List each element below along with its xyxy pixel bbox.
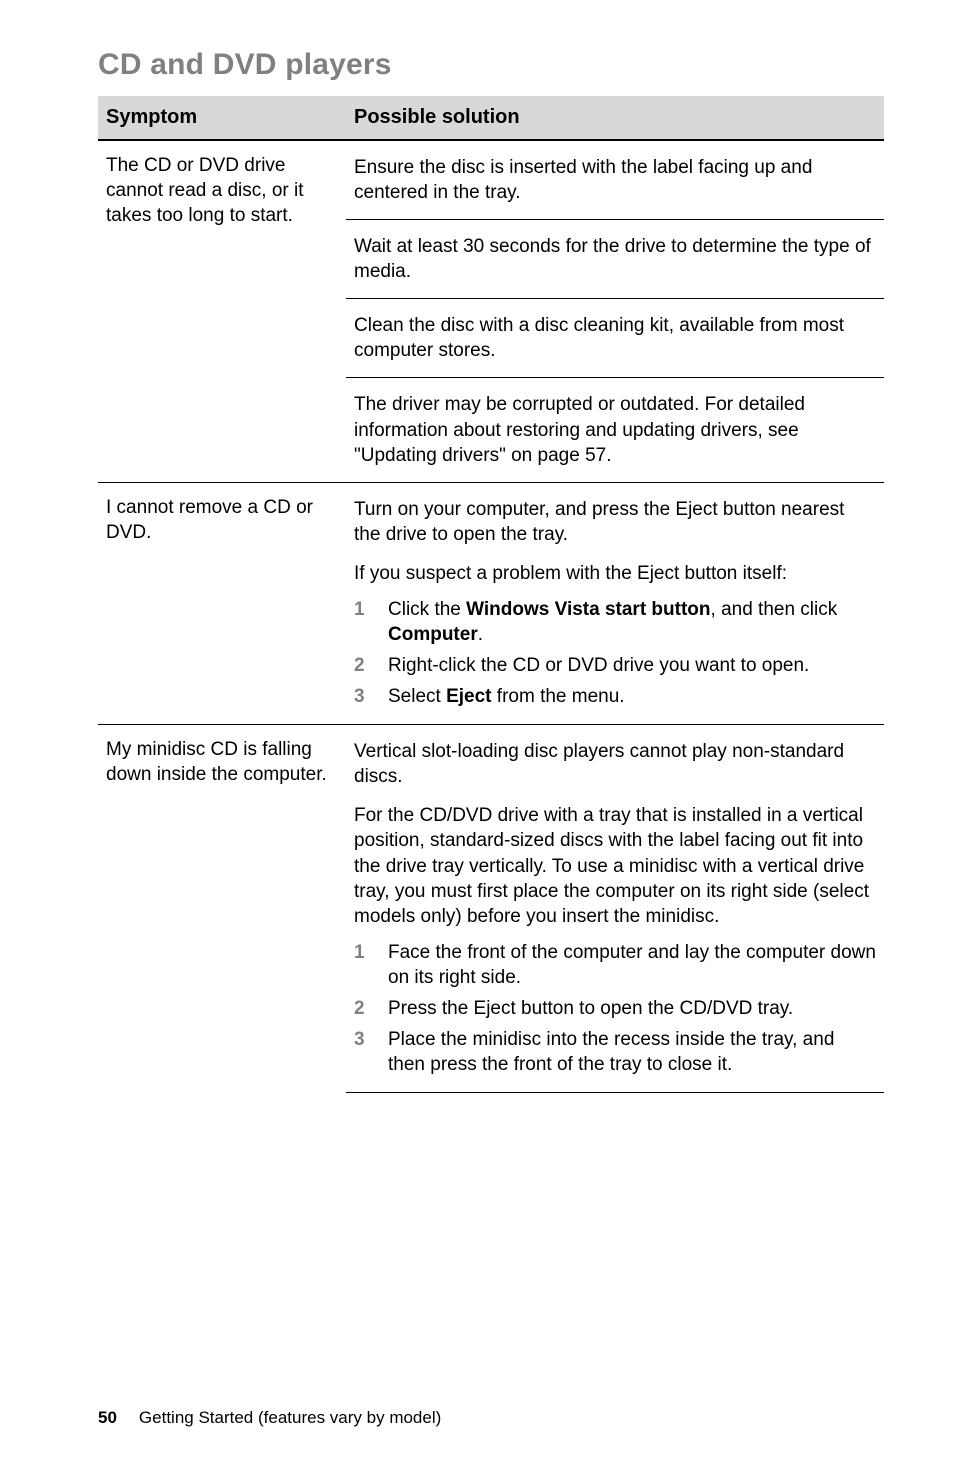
step-text-frag: Select bbox=[388, 686, 446, 707]
list-item: 1 Face the front of the computer and lay… bbox=[354, 937, 876, 993]
page-container: CD and DVD players Symptom Possible solu… bbox=[0, 0, 954, 1093]
step-number: 1 bbox=[354, 940, 388, 965]
solution-cell: Wait at least 30 seconds for the drive t… bbox=[346, 220, 884, 299]
table-row: My minidisc CD is falling down inside th… bbox=[98, 725, 884, 1093]
solution-cell: Ensure the disc is inserted with the lab… bbox=[346, 140, 884, 220]
solution-text: Vertical slot-loading disc players canno… bbox=[354, 737, 876, 791]
section-heading: CD and DVD players bbox=[98, 48, 884, 82]
solution-text: Clean the disc with a disc cleaning kit,… bbox=[354, 311, 876, 365]
page-number: 50 bbox=[98, 1408, 117, 1427]
table-header-row: Symptom Possible solution bbox=[98, 96, 884, 140]
table-row: The CD or DVD drive cannot read a disc, … bbox=[98, 140, 884, 220]
step-number: 2 bbox=[354, 996, 388, 1021]
step-text: Select Eject from the menu. bbox=[388, 684, 876, 709]
solution-text: The driver may be corrupted or outdated.… bbox=[354, 390, 876, 469]
step-text: Face the front of the computer and lay t… bbox=[388, 940, 876, 990]
step-text: Right-click the CD or DVD drive you want… bbox=[388, 653, 876, 678]
list-item: 3 Select Eject from the menu. bbox=[354, 681, 876, 712]
step-number: 2 bbox=[354, 653, 388, 678]
list-item: 2 Right-click the CD or DVD drive you wa… bbox=[354, 650, 876, 681]
step-text-frag: Click the bbox=[388, 599, 466, 620]
step-list: 1 Click the Windows Vista start button, … bbox=[354, 594, 876, 712]
step-text-bold: Eject bbox=[446, 686, 491, 707]
symptom-cell: I cannot remove a CD or DVD. bbox=[98, 482, 346, 725]
solution-text: Turn on your computer, and press the Eje… bbox=[354, 495, 876, 549]
list-item: 2 Press the Eject button to open the CD/… bbox=[354, 993, 876, 1024]
step-text: Place the minidisc into the recess insid… bbox=[388, 1027, 876, 1077]
solution-cell: Clean the disc with a disc cleaning kit,… bbox=[346, 299, 884, 378]
troubleshoot-table: Symptom Possible solution The CD or DVD … bbox=[98, 96, 884, 1093]
step-text: Click the Windows Vista start button, an… bbox=[388, 597, 876, 647]
col-header-symptom: Symptom bbox=[98, 96, 346, 140]
step-text-frag: , and then click bbox=[711, 599, 838, 620]
step-number: 3 bbox=[354, 1027, 388, 1052]
step-text: Press the Eject button to open the CD/DV… bbox=[388, 996, 876, 1021]
symptom-cell: My minidisc CD is falling down inside th… bbox=[98, 725, 346, 1093]
page-footer: 50 Getting Started (features vary by mode… bbox=[98, 1408, 441, 1428]
solution-cell: The driver may be corrupted or outdated.… bbox=[346, 378, 884, 482]
list-item: 3 Place the minidisc into the recess ins… bbox=[354, 1024, 876, 1080]
solution-text: Wait at least 30 seconds for the drive t… bbox=[354, 232, 876, 286]
footer-title: Getting Started (features vary by model) bbox=[139, 1408, 441, 1427]
step-text-bold: Computer bbox=[388, 624, 478, 645]
step-number: 1 bbox=[354, 597, 388, 622]
solution-cell: Vertical slot-loading disc players canno… bbox=[346, 725, 884, 1093]
table-row: I cannot remove a CD or DVD. Turn on you… bbox=[98, 482, 884, 725]
symptom-cell: The CD or DVD drive cannot read a disc, … bbox=[98, 140, 346, 482]
solution-paragraph: For the CD/DVD drive with a tray that is… bbox=[354, 801, 876, 930]
step-number: 3 bbox=[354, 684, 388, 709]
step-list: 1 Face the front of the computer and lay… bbox=[354, 937, 876, 1080]
solution-text: Ensure the disc is inserted with the lab… bbox=[354, 153, 876, 207]
step-text-frag: from the menu. bbox=[492, 686, 625, 707]
step-text-frag: . bbox=[478, 624, 483, 645]
step-text-bold: Windows Vista start button bbox=[466, 599, 710, 620]
col-header-solution: Possible solution bbox=[346, 96, 884, 140]
list-item: 1 Click the Windows Vista start button, … bbox=[354, 594, 876, 650]
solution-cell: Turn on your computer, and press the Eje… bbox=[346, 482, 884, 725]
solution-follow-text: If you suspect a problem with the Eject … bbox=[354, 559, 876, 588]
